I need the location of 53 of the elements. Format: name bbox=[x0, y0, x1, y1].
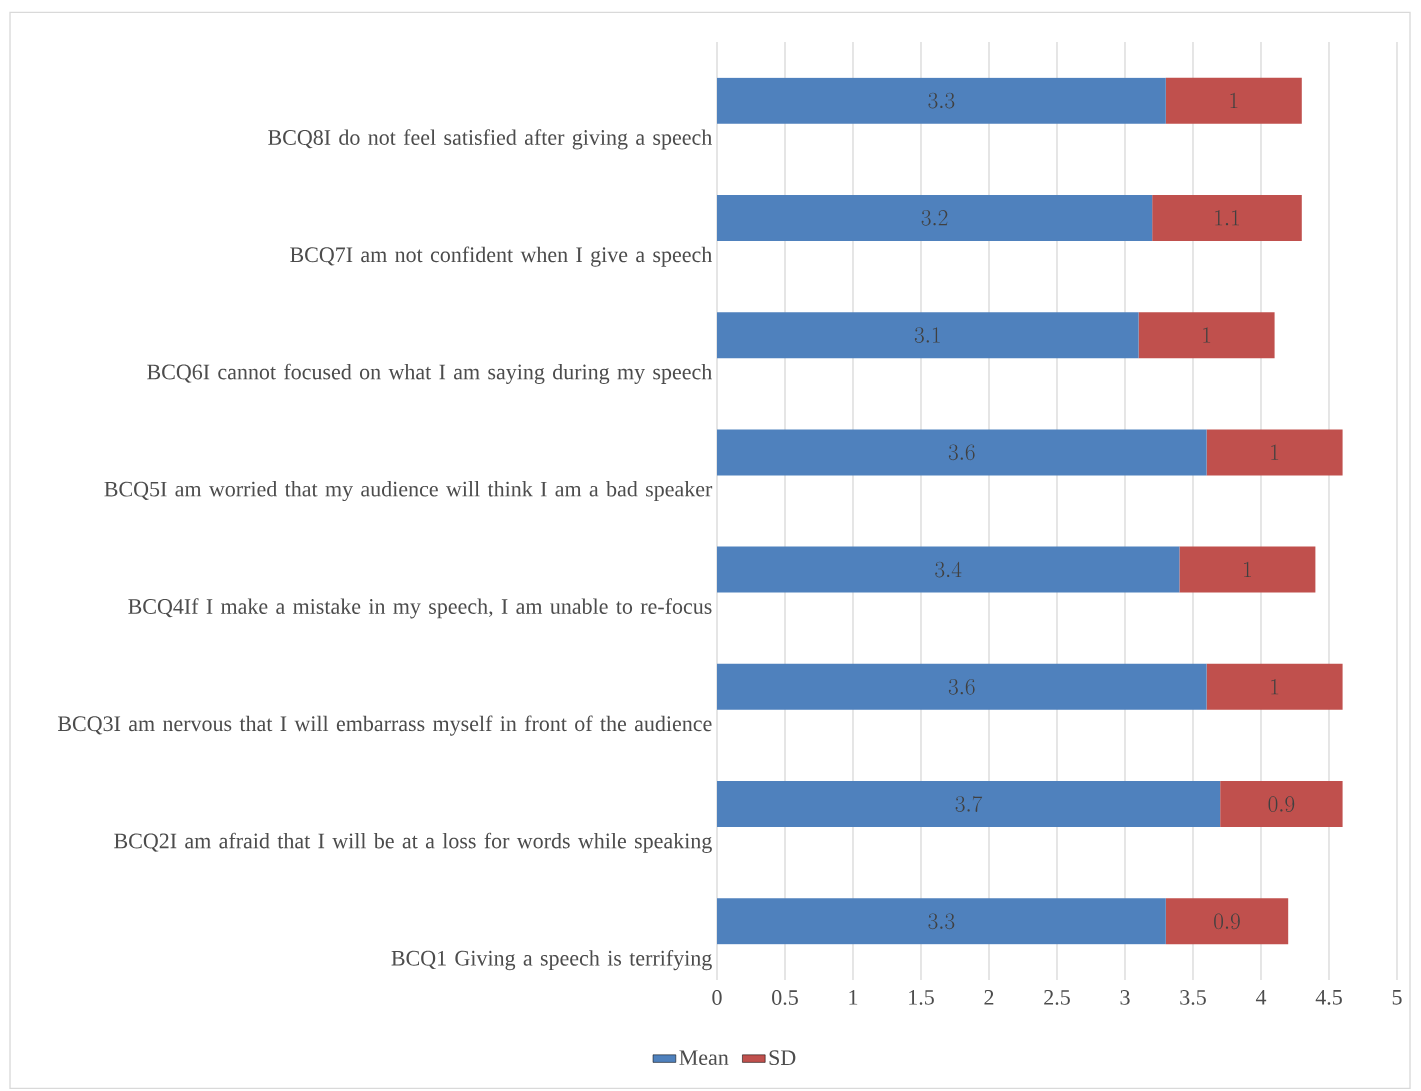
data-label: 0.9 bbox=[1214, 913, 1240, 930]
data-label: 1 bbox=[1271, 444, 1279, 460]
bar bbox=[717, 194, 1153, 241]
data-label: 3.6 bbox=[948, 444, 975, 461]
x-tick-label: 1.5 bbox=[909, 990, 934, 1005]
y-tick-label: BCQ5I am worried that my audience will think I am a bad speaker bbox=[104, 481, 713, 502]
x-tick-label: 4.5 bbox=[1315, 990, 1342, 1005]
data-label: 3.4 bbox=[935, 561, 962, 578]
y-tick-label: BCQ6I cannot focused on what I am saying during my speech bbox=[147, 363, 712, 384]
bar bbox=[1152, 194, 1302, 241]
data-label: 1 bbox=[1230, 92, 1238, 109]
bar bbox=[1206, 429, 1343, 476]
data-label: 1 bbox=[1271, 679, 1279, 695]
bar bbox=[1206, 663, 1343, 710]
x-tick-label: 3 bbox=[1120, 990, 1130, 1005]
bar bbox=[717, 77, 1166, 124]
data-label: 1 bbox=[1203, 327, 1211, 343]
y-tick-label: BCQ4If I make a mistake in my speech, I am unable to re-focus bbox=[128, 598, 712, 619]
bar bbox=[1220, 781, 1343, 828]
y-tick-label: BCQ3I am nervous that I will embarrass myself in front of the audience bbox=[57, 715, 712, 736]
bar bbox=[1138, 312, 1275, 359]
bar bbox=[717, 546, 1180, 593]
x-tick-label: 1 bbox=[849, 990, 858, 1005]
y-tick-label: BCQ1 Giving a speech is terrifying bbox=[391, 949, 712, 971]
data-label: 3.3 bbox=[928, 913, 955, 930]
bar bbox=[1179, 546, 1316, 593]
x-tick-label: 4 bbox=[1255, 990, 1267, 1005]
data-label: 3.7 bbox=[955, 795, 983, 812]
y-tick-label: BCQ2I am afraid that I will be at a loss for words while speaking bbox=[114, 832, 712, 853]
bar bbox=[1165, 77, 1302, 124]
data-label: 3.3 bbox=[928, 92, 955, 109]
bar bbox=[1165, 898, 1289, 945]
y-tick-label: BCQ7I am not confident when I give a speech bbox=[290, 246, 713, 267]
data-label: 0.9 bbox=[1268, 796, 1295, 812]
data-label: 3.6 bbox=[948, 679, 975, 695]
bar bbox=[717, 663, 1207, 710]
bar bbox=[717, 898, 1166, 945]
bar bbox=[717, 312, 1139, 359]
legend-label: SD bbox=[769, 1050, 796, 1066]
y-tick-label: BCQ8I do not feel satisfied after giving a speech bbox=[268, 129, 713, 150]
data-label: 1 bbox=[1244, 561, 1251, 578]
x-tick-label: 2.5 bbox=[1044, 990, 1070, 1005]
x-tick-label: 0.5 bbox=[772, 990, 798, 1005]
data-label: 3. 1 bbox=[914, 327, 940, 343]
x-tick-label: 5 bbox=[1392, 990, 1402, 1005]
x-tick-label: 0 bbox=[712, 990, 722, 1005]
bar bbox=[717, 781, 1221, 828]
data-label: 1 . 1 bbox=[1215, 210, 1239, 226]
x-tick-label: 2 bbox=[984, 990, 994, 1005]
data-label: 3.2 bbox=[921, 210, 948, 226]
bar bbox=[717, 429, 1207, 476]
x-tick-label: 3.5 bbox=[1180, 990, 1206, 1005]
legend-label: Mean bbox=[679, 1050, 729, 1066]
